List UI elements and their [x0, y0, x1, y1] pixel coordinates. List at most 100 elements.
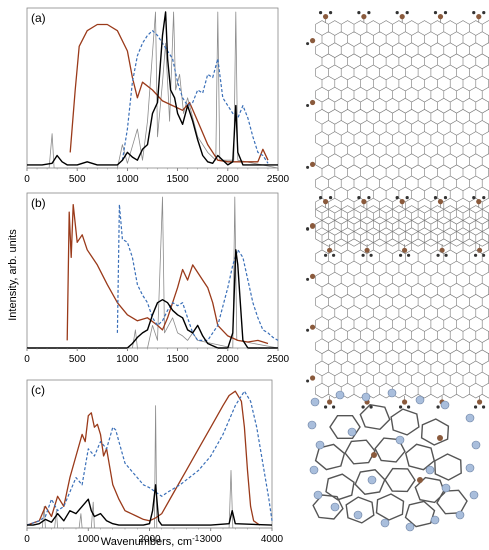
carbon-ring	[390, 408, 420, 436]
heteroatom	[371, 452, 377, 458]
y-axis-title: Intensity, arb. units	[7, 229, 19, 321]
plot-frame	[26, 192, 279, 349]
x-axis-title-text: Wavenumbers, cm	[101, 536, 192, 548]
edge-atom	[326, 399, 333, 405]
x-tick-label: 1500	[166, 174, 189, 185]
edge-atom	[401, 399, 408, 405]
series-line-blue-dashed	[121, 30, 269, 164]
hydrogen-atom	[306, 104, 310, 107]
hydrogen-atom	[398, 253, 403, 257]
hydrogen-atom	[318, 196, 323, 200]
carbon-ring	[345, 496, 375, 524]
edge-atom	[437, 199, 444, 205]
panel-label: (b)	[31, 196, 46, 210]
heteroatom	[417, 477, 423, 483]
hydrogen-atom	[398, 405, 403, 409]
hydrogen-atom	[465, 463, 475, 473]
hydrogen-atom	[433, 196, 438, 200]
edge-atom	[361, 14, 367, 20]
hydrogen-atom	[436, 405, 440, 409]
edge-atom	[309, 324, 316, 330]
hydrogen-atom	[306, 277, 310, 281]
x-tick-label: 3000	[200, 534, 223, 545]
hydrogen-atom	[482, 196, 486, 200]
series-line-brown	[69, 23, 269, 163]
plot-frame	[26, 7, 279, 169]
hydrogen-atom	[415, 395, 425, 405]
spectrum-panel-c: 0 1000 2000 3000 4000 (c)	[24, 379, 284, 545]
hydrogen-atom	[481, 253, 486, 257]
x-axis-title: Wavenumbers, cm-1	[101, 534, 200, 548]
carbon-ring	[325, 473, 355, 501]
series-line-brown	[66, 203, 269, 345]
hydrogen-atom	[367, 196, 371, 200]
hydrogen-atom	[481, 405, 486, 409]
hydrogen-atom	[443, 196, 448, 200]
hydrogen-atom	[313, 490, 323, 500]
hydrogen-atom	[395, 11, 399, 15]
hydrogen-atom	[306, 42, 310, 46]
edge-atom	[309, 273, 316, 279]
carbon-ring	[374, 437, 406, 463]
edge-atom	[322, 199, 329, 205]
hydrogen-atom	[471, 440, 481, 450]
edge-atom	[399, 199, 405, 205]
hydrogen-atom	[405, 196, 409, 200]
edge-atom	[309, 38, 316, 44]
heteroatom	[437, 435, 443, 441]
edge-atom	[309, 161, 316, 167]
hydrogen-atom	[309, 465, 319, 475]
panel-label: (c)	[31, 383, 45, 397]
hydrogen-atom	[406, 253, 411, 257]
series-line-black	[27, 11, 278, 166]
carbon-ring	[404, 500, 436, 528]
hydrogen-atom	[441, 483, 451, 493]
hydrogen-atom	[436, 253, 440, 257]
series-line-black	[27, 249, 278, 349]
hydrogen-atom	[395, 196, 399, 200]
hydrogen-atom	[465, 413, 475, 423]
hydrogen-atom	[328, 11, 333, 15]
edge-atom	[401, 247, 408, 253]
hydrogen-atom	[455, 510, 465, 520]
series-line-blue-dashed	[26, 390, 273, 526]
edge-atom	[309, 223, 316, 229]
hydrogen-atom	[473, 405, 478, 409]
hydrogen-atom	[473, 253, 478, 257]
series-line-brown	[26, 390, 261, 526]
amorphous-carbon-structure-c	[307, 388, 481, 532]
hydrogen-atom	[472, 11, 476, 15]
series-line-black	[27, 484, 273, 526]
x-tick-label: 2000	[138, 534, 161, 545]
x-axis-title-superscript: -1	[192, 534, 200, 543]
graphene-structure-b	[306, 196, 489, 409]
hydrogen-atom	[361, 405, 365, 409]
hydrogen-atom	[469, 490, 479, 500]
x-tick-label: 1000	[77, 534, 100, 545]
series-line-gray	[27, 196, 279, 349]
x-tick-label: 0	[24, 174, 30, 185]
carbon-ring	[384, 467, 416, 493]
hydrogen-atom	[430, 515, 440, 525]
hydrogen-atom	[330, 502, 340, 512]
hydrogen-atom	[482, 11, 486, 15]
spectrum-panel-a: 0 500 1000 1500 2000 2500 (a)	[24, 7, 290, 185]
series-line-gray	[27, 405, 272, 529]
hydrogen-atom	[444, 253, 448, 257]
hydrogen-atom	[433, 11, 438, 15]
x-tick-label: 2000	[217, 354, 240, 365]
hydrogen-atom	[318, 11, 323, 15]
carbon-lattice	[315, 20, 489, 247]
hydrogen-atom	[425, 465, 435, 475]
hydrogen-atom	[387, 388, 397, 398]
x-tick-label: 0	[24, 534, 30, 545]
hydrogen-atom	[306, 328, 310, 332]
carbon-ring	[354, 469, 386, 495]
carbon-ring	[329, 415, 361, 439]
edge-atom	[476, 199, 482, 205]
hydrogen-atom	[405, 522, 415, 532]
carbon-ring	[344, 439, 376, 465]
edge-atom	[322, 14, 329, 20]
carbon-ring	[359, 403, 391, 431]
